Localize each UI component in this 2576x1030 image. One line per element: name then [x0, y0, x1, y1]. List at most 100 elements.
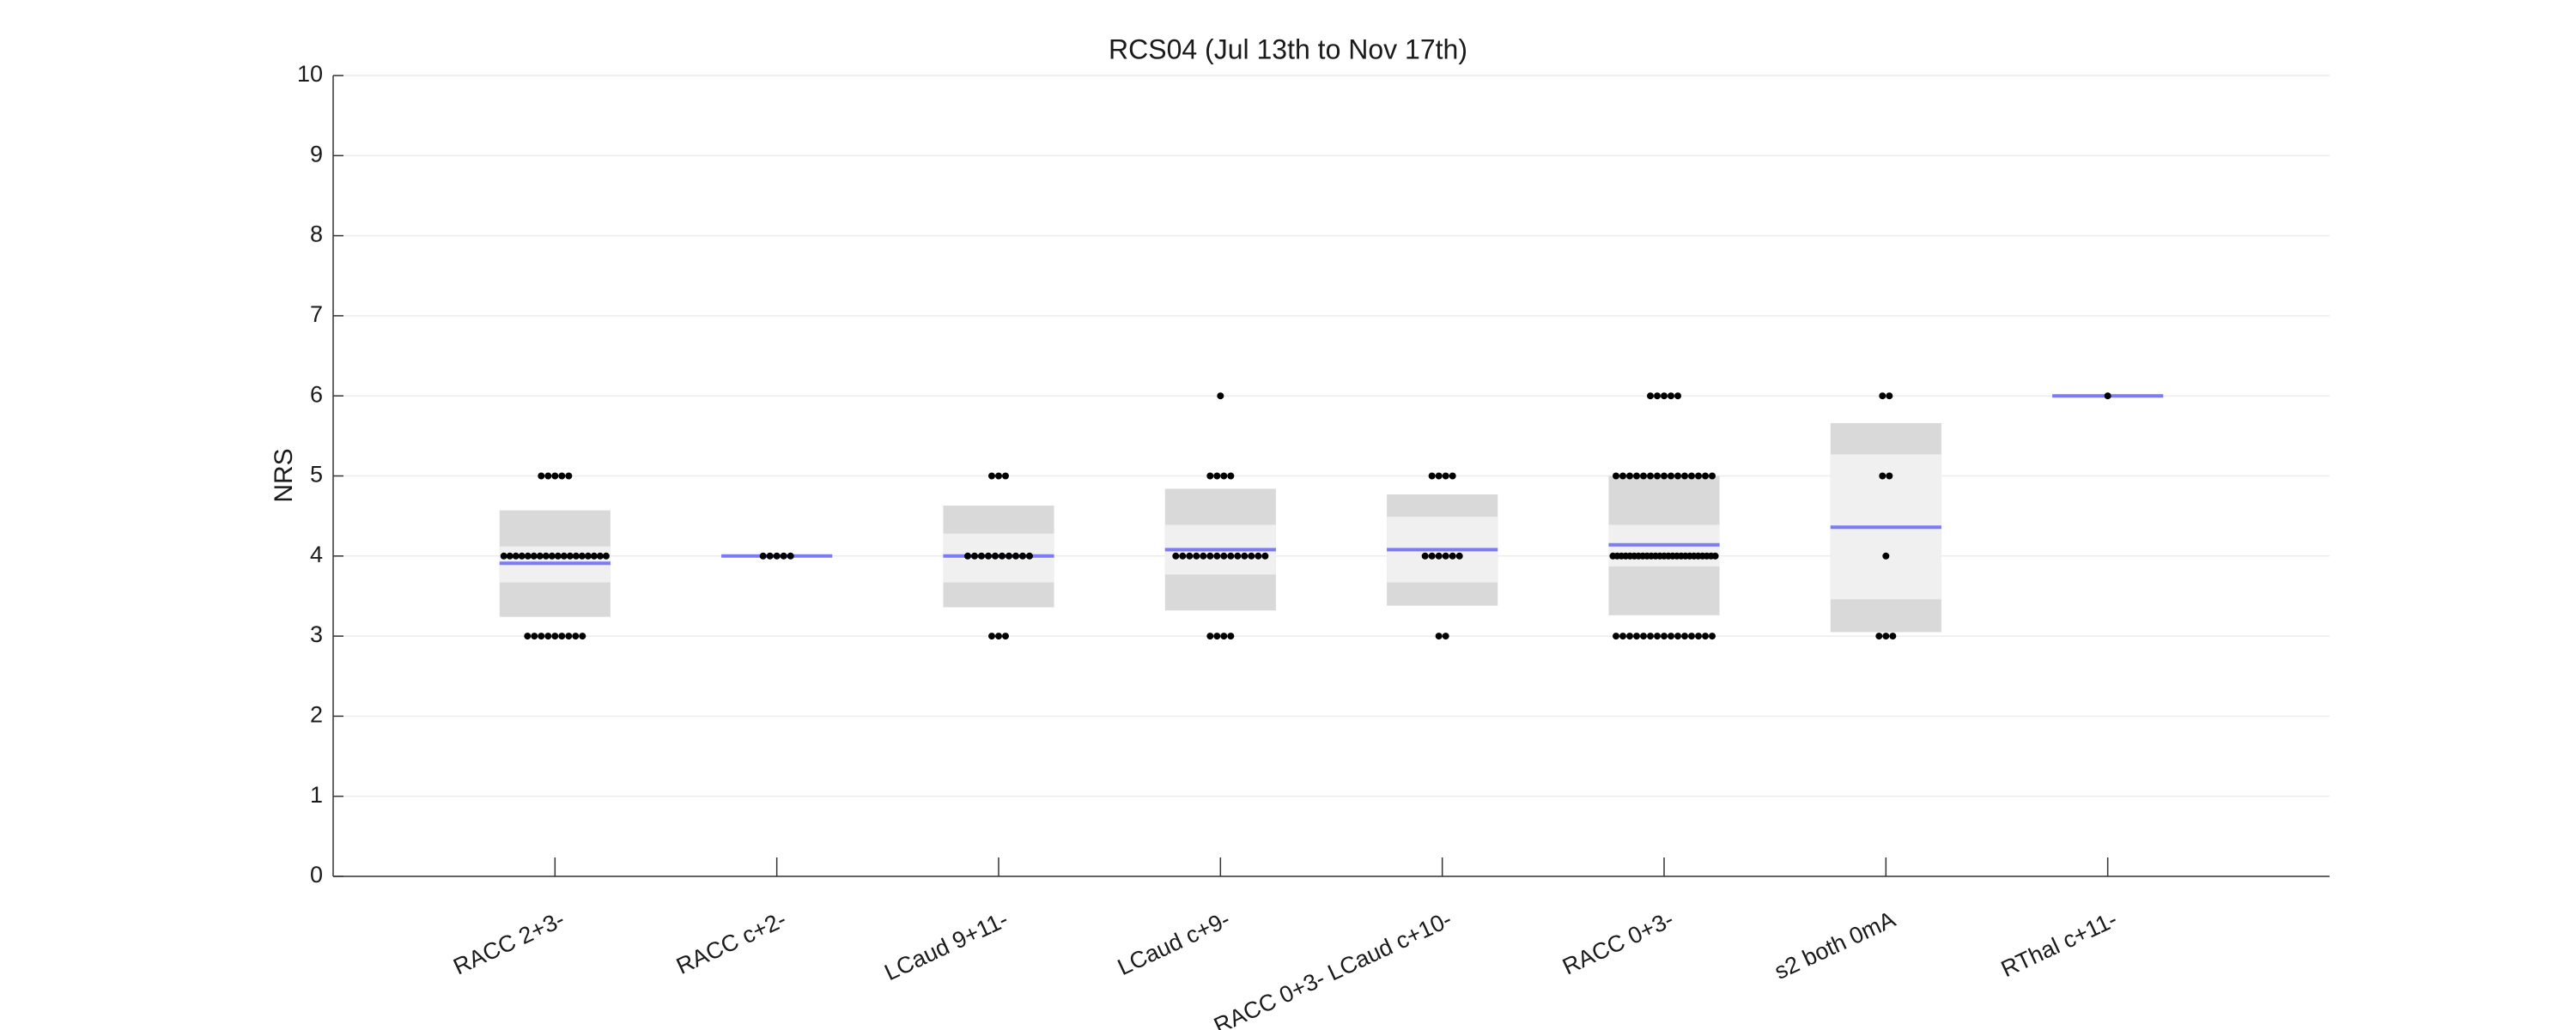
data-point — [1654, 392, 1661, 400]
data-point — [1206, 472, 1214, 480]
data-point — [1702, 472, 1709, 480]
data-point — [999, 552, 1005, 560]
data-point — [773, 552, 781, 560]
data-point — [590, 552, 598, 560]
data-point — [787, 552, 794, 560]
data-point — [565, 633, 573, 640]
data-point — [1654, 472, 1661, 480]
data-point — [544, 633, 552, 640]
data-point — [992, 552, 999, 560]
data-point — [1654, 633, 1661, 640]
data-point — [1213, 472, 1221, 480]
data-point — [1005, 552, 1012, 560]
data-point — [544, 472, 552, 480]
data-point — [1633, 472, 1640, 480]
data-point — [1889, 633, 1897, 640]
y-tick-label: 9 — [310, 141, 323, 167]
data-point — [1681, 472, 1688, 480]
data-point — [1179, 552, 1187, 560]
y-tick-label: 3 — [310, 621, 323, 647]
data-point — [1455, 552, 1463, 560]
data-point — [584, 552, 592, 560]
data-point — [536, 552, 544, 560]
data-point — [518, 552, 526, 560]
data-point — [1647, 633, 1654, 640]
data-point — [1002, 633, 1009, 640]
data-point — [560, 552, 568, 560]
data-point — [1449, 472, 1456, 480]
data-point — [1435, 633, 1443, 640]
data-point — [995, 633, 1002, 640]
data-point — [542, 552, 550, 560]
data-point — [1674, 472, 1681, 480]
chart-title: RCS04 (Jul 13th to Nov 17th) — [1109, 33, 1467, 64]
y-tick-label: 6 — [310, 381, 323, 407]
y-tick-label: 0 — [310, 862, 323, 888]
y-tick-label: 2 — [310, 702, 323, 728]
data-point — [1668, 392, 1674, 400]
data-point — [1213, 633, 1221, 640]
data-point — [1647, 392, 1654, 400]
data-point — [531, 633, 538, 640]
data-point — [1449, 552, 1456, 560]
data-point — [1220, 633, 1228, 640]
data-point — [554, 552, 562, 560]
data-point — [578, 552, 586, 560]
data-point — [971, 552, 978, 560]
data-point — [1435, 472, 1443, 480]
y-tick-label: 1 — [310, 782, 323, 808]
ci-box — [943, 533, 1054, 583]
data-point — [1206, 552, 1214, 560]
data-point — [1886, 392, 1893, 400]
data-point — [1241, 552, 1249, 560]
data-point — [1879, 472, 1886, 480]
data-point — [558, 472, 566, 480]
data-point — [1640, 633, 1647, 640]
data-point — [1640, 472, 1647, 480]
data-point — [1668, 633, 1674, 640]
data-point — [1681, 633, 1688, 640]
data-point — [565, 472, 573, 480]
data-point — [1661, 392, 1668, 400]
data-point — [1688, 472, 1695, 480]
data-point — [1026, 552, 1033, 560]
data-point — [1626, 472, 1633, 480]
data-point — [1674, 633, 1681, 640]
data-point — [1619, 472, 1626, 480]
data-point — [988, 633, 995, 640]
data-point — [1879, 392, 1886, 400]
y-axis-label: NRS — [270, 448, 298, 502]
data-point — [1661, 472, 1668, 480]
y-tick-label: 4 — [310, 542, 323, 567]
data-point — [1227, 552, 1235, 560]
data-point — [1255, 552, 1262, 560]
data-point — [572, 633, 580, 640]
data-point — [1695, 472, 1702, 480]
data-point — [572, 552, 580, 560]
data-point — [1613, 633, 1619, 640]
data-point — [978, 552, 985, 560]
data-point — [1002, 472, 1009, 480]
data-point — [1442, 552, 1449, 560]
data-point — [1688, 633, 1695, 640]
data-point — [1019, 552, 1026, 560]
data-point — [1702, 633, 1709, 640]
data-point — [1886, 472, 1893, 480]
data-point — [1674, 392, 1681, 400]
y-tick-label: 7 — [310, 301, 323, 327]
data-point — [558, 633, 566, 640]
data-point — [985, 552, 992, 560]
data-point — [1217, 392, 1224, 400]
data-point — [551, 472, 559, 480]
data-point — [524, 633, 532, 640]
data-point — [566, 552, 574, 560]
data-point — [596, 552, 604, 560]
data-point — [538, 472, 545, 480]
data-point — [1234, 552, 1242, 560]
data-point — [780, 552, 787, 560]
data-point — [1428, 552, 1436, 560]
data-point — [1619, 633, 1626, 640]
data-point — [1421, 552, 1429, 560]
